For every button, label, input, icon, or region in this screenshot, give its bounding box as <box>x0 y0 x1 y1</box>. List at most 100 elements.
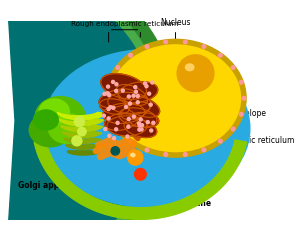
Circle shape <box>152 121 155 124</box>
Circle shape <box>231 127 235 131</box>
Polygon shape <box>116 84 148 105</box>
Circle shape <box>111 147 119 155</box>
Circle shape <box>112 106 115 109</box>
Circle shape <box>127 125 130 128</box>
Circle shape <box>183 153 187 156</box>
Circle shape <box>140 128 143 131</box>
Circle shape <box>202 45 206 48</box>
Ellipse shape <box>185 64 194 71</box>
Polygon shape <box>119 108 157 127</box>
Ellipse shape <box>35 97 85 138</box>
Circle shape <box>145 85 148 88</box>
Circle shape <box>106 85 110 88</box>
Polygon shape <box>6 0 164 238</box>
Circle shape <box>129 102 132 105</box>
Circle shape <box>112 137 116 140</box>
Text: Nuclear envelope: Nuclear envelope <box>199 107 266 118</box>
Polygon shape <box>124 119 157 138</box>
Circle shape <box>164 40 168 44</box>
Circle shape <box>138 124 141 127</box>
Polygon shape <box>100 99 129 114</box>
Circle shape <box>78 128 86 136</box>
Circle shape <box>218 139 222 143</box>
Text: Plasma membrane: Plasma membrane <box>131 199 212 208</box>
Circle shape <box>127 118 130 120</box>
Circle shape <box>150 129 153 132</box>
Circle shape <box>218 54 222 57</box>
Circle shape <box>239 80 243 84</box>
Circle shape <box>139 118 142 121</box>
Polygon shape <box>103 103 145 124</box>
Circle shape <box>115 128 118 131</box>
Circle shape <box>126 135 129 138</box>
Circle shape <box>128 95 130 98</box>
Circle shape <box>231 66 235 69</box>
Text: Smooth endoplasmic reticulum: Smooth endoplasmic reticulum <box>157 136 295 145</box>
Circle shape <box>106 92 110 95</box>
Polygon shape <box>121 102 150 119</box>
Circle shape <box>104 128 107 131</box>
Polygon shape <box>58 112 106 120</box>
Circle shape <box>102 114 105 117</box>
Ellipse shape <box>43 50 250 207</box>
Circle shape <box>136 94 139 98</box>
Circle shape <box>115 89 118 92</box>
Polygon shape <box>105 113 138 130</box>
Circle shape <box>141 124 144 127</box>
Circle shape <box>107 117 110 120</box>
Circle shape <box>134 86 137 89</box>
Text: Golgi apparatus: Golgi apparatus <box>18 148 88 190</box>
Polygon shape <box>107 116 147 136</box>
Polygon shape <box>66 144 100 149</box>
Circle shape <box>105 96 109 100</box>
Text: Secretory vesicle: Secretory vesicle <box>143 149 237 158</box>
Ellipse shape <box>49 113 85 143</box>
Polygon shape <box>63 132 102 138</box>
Circle shape <box>242 96 246 100</box>
Circle shape <box>72 136 82 146</box>
Polygon shape <box>99 89 135 108</box>
Circle shape <box>107 108 110 110</box>
Circle shape <box>129 54 132 57</box>
Circle shape <box>112 80 115 84</box>
Circle shape <box>108 94 111 97</box>
Circle shape <box>145 45 149 48</box>
Circle shape <box>148 92 151 95</box>
Circle shape <box>74 117 84 127</box>
Circle shape <box>149 103 152 106</box>
Circle shape <box>134 90 137 93</box>
Circle shape <box>116 121 119 124</box>
Text: Lysosome: Lysosome <box>147 161 208 173</box>
Circle shape <box>115 83 118 86</box>
Polygon shape <box>64 138 101 143</box>
Polygon shape <box>118 82 158 103</box>
Circle shape <box>239 112 243 116</box>
Polygon shape <box>61 125 103 132</box>
Text: Rough endoplasmic reticulum: Rough endoplasmic reticulum <box>71 21 178 27</box>
Circle shape <box>138 128 141 131</box>
Circle shape <box>128 150 143 165</box>
Circle shape <box>108 112 112 116</box>
Circle shape <box>146 121 149 124</box>
Circle shape <box>177 55 214 92</box>
Circle shape <box>108 134 111 137</box>
Polygon shape <box>6 0 155 238</box>
Polygon shape <box>129 112 159 128</box>
Circle shape <box>124 105 128 109</box>
Text: Nuclear pore: Nuclear pore <box>199 118 248 128</box>
Circle shape <box>183 40 187 44</box>
Circle shape <box>145 148 149 152</box>
Polygon shape <box>5 0 178 238</box>
Ellipse shape <box>39 99 69 124</box>
Ellipse shape <box>107 41 244 155</box>
Circle shape <box>134 169 146 180</box>
Circle shape <box>137 122 140 125</box>
Circle shape <box>109 106 112 109</box>
Circle shape <box>132 115 135 118</box>
Circle shape <box>136 101 139 104</box>
Circle shape <box>108 80 112 84</box>
Circle shape <box>151 81 154 84</box>
Polygon shape <box>124 96 160 117</box>
Polygon shape <box>34 140 247 219</box>
Polygon shape <box>59 119 103 126</box>
